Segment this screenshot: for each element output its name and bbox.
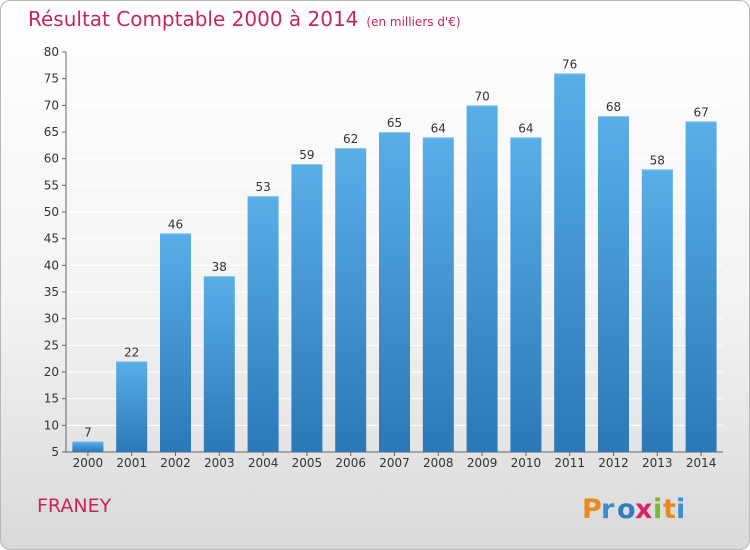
data-label: 76 <box>562 57 577 71</box>
data-label: 64 <box>431 121 446 135</box>
svg-text:x: x <box>635 494 652 525</box>
y-tick-label: 30 <box>44 312 59 326</box>
bar <box>685 121 717 452</box>
data-label: 65 <box>387 116 402 130</box>
chart-subtitle: (en milliers d'€) <box>366 15 461 29</box>
x-tick-label: 2004 <box>248 456 279 470</box>
y-tick-label: 80 <box>44 45 59 59</box>
y-tick-label: 25 <box>44 338 59 352</box>
y-tick-label: 45 <box>44 232 59 246</box>
y-tick-label: 75 <box>44 72 59 86</box>
data-label: 58 <box>650 153 665 167</box>
data-label: 68 <box>606 100 621 114</box>
bar <box>422 137 454 453</box>
x-tick-label: 2010 <box>511 456 542 470</box>
svg-text:t: t <box>663 494 676 525</box>
y-tick-label: 60 <box>44 152 59 166</box>
data-label: 67 <box>693 105 708 119</box>
data-label: 53 <box>255 180 270 194</box>
bar <box>641 169 673 453</box>
x-tick-label: 2006 <box>335 456 366 470</box>
bar <box>554 73 586 452</box>
bar <box>291 164 323 452</box>
y-tick-label: 5 <box>51 445 59 459</box>
data-label: 64 <box>518 121 533 135</box>
x-tick-label: 2005 <box>292 456 323 470</box>
proxiti-logo: P r o x i t i <box>582 494 685 525</box>
x-tick-label: 2002 <box>160 456 191 470</box>
bar <box>466 105 498 452</box>
x-tick-label: 2000 <box>73 456 104 470</box>
bar <box>379 132 410 452</box>
x-tick-label: 2014 <box>686 456 717 470</box>
data-label: 59 <box>299 148 314 162</box>
bar <box>335 148 367 452</box>
y-tick-label: 20 <box>44 365 59 379</box>
x-axis-labels: 2000 2001 2002 2003 2004 2005 2006 2007 2008 2009… <box>73 452 717 470</box>
data-label: 70 <box>474 89 489 103</box>
y-tick-label: 10 <box>44 418 59 432</box>
x-tick-label: 2003 <box>204 456 235 470</box>
y-tick-label: 40 <box>44 258 59 272</box>
x-tick-label: 2001 <box>116 456 147 470</box>
data-label: 38 <box>212 260 227 274</box>
bar <box>72 441 104 452</box>
y-tick-label: 65 <box>44 125 59 139</box>
x-tick-label: 2008 <box>423 456 454 470</box>
chart-title: Résultat Comptable 2000 à 2014 (en millie… <box>28 7 461 31</box>
y-tick-label: 35 <box>44 285 59 299</box>
x-tick-label: 2011 <box>554 456 585 470</box>
bar <box>598 116 629 452</box>
y-tick-label: 50 <box>44 205 59 219</box>
data-label: 7 <box>84 425 92 439</box>
svg-text:P: P <box>582 494 602 525</box>
svg-text:r: r <box>601 494 615 525</box>
bar <box>247 196 279 452</box>
svg-text:i: i <box>653 494 662 525</box>
data-label: 62 <box>343 132 358 146</box>
data-label: 46 <box>168 217 183 231</box>
svg-text:i: i <box>676 494 685 525</box>
x-tick-label: 2007 <box>379 456 410 470</box>
y-tick-label: 15 <box>44 392 59 406</box>
bar <box>116 361 148 452</box>
x-tick-label: 2012 <box>598 456 629 470</box>
bars <box>72 73 717 453</box>
bar <box>160 233 191 452</box>
svg-text:o: o <box>617 494 636 525</box>
title-text: Résultat Comptable 2000 à 2014 <box>28 7 359 31</box>
y-tick-label: 70 <box>44 98 59 112</box>
commune-name: FRANEY <box>37 495 112 517</box>
bar <box>510 137 542 453</box>
x-tick-label: 2009 <box>467 456 498 470</box>
x-tick-label: 2013 <box>642 456 673 470</box>
data-label: 22 <box>124 345 139 359</box>
value-labels: 7 22 46 38 53 59 62 65 64 70 64 76 68 58 67 <box>84 57 709 439</box>
bar <box>203 276 235 452</box>
y-tick-label: 55 <box>44 178 59 192</box>
